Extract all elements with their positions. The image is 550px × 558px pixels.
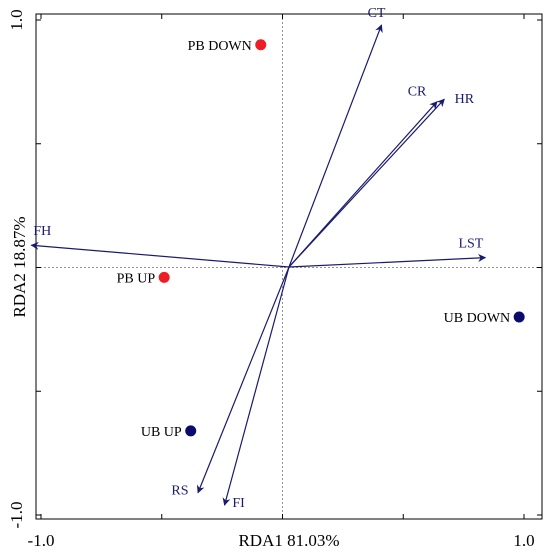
vectors: CT CR HR LST FH RS FI [30, 6, 487, 511]
vector-label-cr: CR [408, 85, 427, 100]
site-label: UB UP [141, 425, 182, 440]
y-tick-label: -1.0 [7, 502, 26, 529]
x-axis-label: RDA1 81.03% [238, 531, 339, 550]
y-axis-label: RDA2 18.87% [10, 216, 29, 317]
sites: PB DOWN PB UP UB DOWN UB UP [117, 39, 525, 440]
vector-label-hr: HR [455, 92, 475, 107]
site-label: PB DOWN [188, 39, 252, 54]
x-tick-label: -1.0 [28, 531, 55, 550]
vector-fi [222, 266, 290, 506]
vector-fh [30, 241, 290, 268]
site-point [185, 425, 197, 437]
site-point [513, 311, 525, 323]
x-tick-label: 1.0 [513, 531, 534, 550]
vector-cr [288, 101, 438, 268]
site-point [255, 39, 267, 51]
vector-lst [288, 253, 487, 268]
y-tick-label: 1.0 [7, 9, 26, 30]
vector-label-lst: LST [458, 237, 483, 252]
vector-label-ct: CT [368, 6, 386, 21]
vector-label-fh: FH [33, 224, 51, 239]
vector-hr [288, 98, 445, 268]
axis-ticks [36, 14, 542, 519]
plot-frame [35, 13, 543, 520]
tick-labels: -1.0 1.0 -1.0 1.0 [7, 9, 535, 550]
vector-label-fi: FI [232, 496, 245, 511]
vector-label-rs: RS [171, 484, 188, 499]
vector-rs [196, 266, 290, 494]
site-point [158, 271, 170, 283]
site-label: UB DOWN [444, 311, 511, 326]
site-label: PB UP [117, 271, 156, 286]
vector-ct [288, 24, 383, 268]
